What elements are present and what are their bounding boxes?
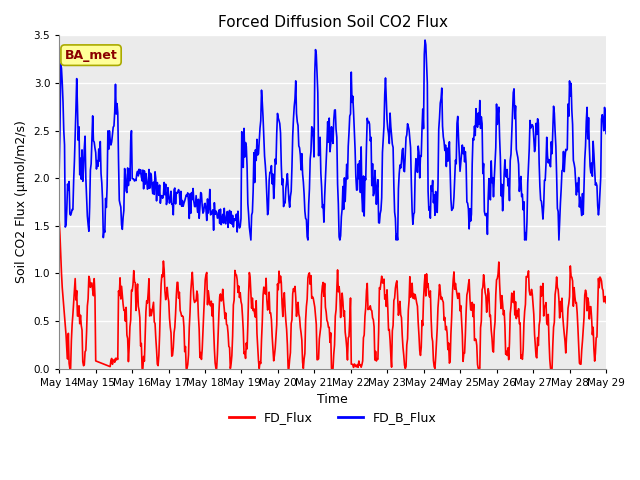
FD_Flux	[416, 348, 424, 353]
FD_B_Flux	[122, 172, 129, 178]
FD_Flux	[56, 218, 63, 224]
FD_Flux	[122, 304, 130, 310]
FD_B_Flux	[247, 237, 255, 243]
X-axis label: Time: Time	[317, 393, 348, 406]
Text: BA_met: BA_met	[65, 48, 117, 61]
FD_Flux	[602, 300, 610, 306]
FD_Flux	[178, 313, 186, 319]
FD_Flux	[400, 352, 408, 358]
FD_B_Flux	[416, 175, 424, 181]
FD_B_Flux	[65, 179, 73, 184]
Y-axis label: Soil CO2 Flux (μmol/m2/s): Soil CO2 Flux (μmol/m2/s)	[15, 120, 28, 283]
FD_Flux	[207, 303, 214, 309]
FD_B_Flux	[206, 187, 214, 192]
Legend: FD_Flux, FD_B_Flux: FD_Flux, FD_B_Flux	[224, 406, 442, 429]
FD_B_Flux	[177, 189, 185, 194]
FD_Flux	[65, 360, 73, 366]
Line: FD_Flux: FD_Flux	[60, 221, 606, 369]
FD_B_Flux	[421, 37, 429, 43]
FD_B_Flux	[56, 166, 63, 171]
FD_B_Flux	[602, 131, 610, 136]
FD_Flux	[66, 366, 74, 372]
Title: Forced Diffusion Soil CO2 Flux: Forced Diffusion Soil CO2 Flux	[218, 15, 447, 30]
Line: FD_B_Flux: FD_B_Flux	[60, 40, 606, 240]
FD_B_Flux	[400, 168, 408, 173]
